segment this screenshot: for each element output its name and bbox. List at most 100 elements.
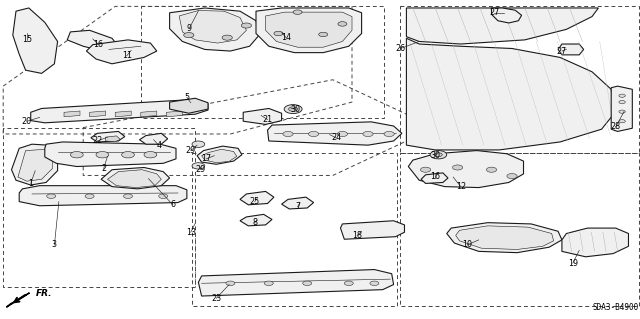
Polygon shape bbox=[115, 111, 131, 117]
Polygon shape bbox=[67, 30, 118, 51]
Text: 21: 21 bbox=[262, 115, 273, 124]
Polygon shape bbox=[45, 142, 176, 167]
Text: 16: 16 bbox=[93, 40, 103, 48]
Polygon shape bbox=[406, 38, 614, 150]
Circle shape bbox=[47, 194, 56, 198]
Circle shape bbox=[430, 151, 447, 159]
Polygon shape bbox=[140, 133, 168, 144]
Text: 16: 16 bbox=[430, 172, 440, 181]
Circle shape bbox=[370, 281, 379, 286]
Circle shape bbox=[274, 31, 283, 36]
Circle shape bbox=[619, 94, 625, 97]
Polygon shape bbox=[558, 44, 584, 55]
Text: 24: 24 bbox=[331, 133, 341, 142]
Circle shape bbox=[241, 23, 252, 28]
Circle shape bbox=[619, 100, 625, 104]
Text: 30: 30 bbox=[291, 105, 301, 114]
Polygon shape bbox=[91, 131, 125, 142]
Text: 20: 20 bbox=[22, 117, 32, 126]
Text: 19: 19 bbox=[568, 259, 578, 268]
Text: 12: 12 bbox=[456, 182, 466, 191]
Text: 25: 25 bbox=[250, 197, 260, 206]
Text: 6: 6 bbox=[170, 200, 175, 209]
Circle shape bbox=[344, 281, 353, 286]
Polygon shape bbox=[179, 11, 246, 43]
Circle shape bbox=[384, 131, 394, 137]
Circle shape bbox=[192, 141, 205, 147]
Text: 26: 26 bbox=[396, 44, 406, 53]
Text: 5: 5 bbox=[184, 93, 189, 102]
Circle shape bbox=[70, 152, 83, 158]
Circle shape bbox=[96, 152, 109, 158]
Text: SDA3-B4900: SDA3-B4900 bbox=[593, 303, 639, 312]
Polygon shape bbox=[101, 167, 170, 189]
Text: 8: 8 bbox=[252, 218, 257, 227]
Circle shape bbox=[264, 281, 273, 286]
Circle shape bbox=[338, 22, 347, 26]
Polygon shape bbox=[406, 8, 598, 44]
Circle shape bbox=[124, 194, 132, 198]
Text: 7: 7 bbox=[295, 202, 300, 211]
Polygon shape bbox=[90, 111, 106, 117]
Polygon shape bbox=[13, 8, 58, 73]
Circle shape bbox=[319, 32, 328, 37]
Circle shape bbox=[226, 281, 235, 286]
Polygon shape bbox=[12, 144, 58, 185]
Circle shape bbox=[222, 35, 232, 40]
Circle shape bbox=[303, 281, 312, 286]
Text: 17: 17 bbox=[201, 154, 211, 163]
Circle shape bbox=[122, 152, 134, 158]
Text: 29: 29 bbox=[186, 146, 196, 155]
Text: 22: 22 bbox=[92, 137, 102, 145]
Circle shape bbox=[293, 10, 302, 14]
Polygon shape bbox=[611, 86, 632, 131]
Polygon shape bbox=[197, 146, 242, 164]
Text: 30: 30 bbox=[430, 151, 440, 160]
Text: 9: 9 bbox=[187, 24, 192, 33]
Circle shape bbox=[192, 163, 205, 169]
Polygon shape bbox=[492, 8, 522, 23]
Circle shape bbox=[85, 194, 94, 198]
Polygon shape bbox=[456, 226, 554, 249]
Polygon shape bbox=[141, 111, 157, 117]
Polygon shape bbox=[108, 170, 161, 188]
Polygon shape bbox=[447, 223, 562, 253]
Text: 23: 23 bbox=[211, 294, 221, 303]
Text: 27: 27 bbox=[557, 47, 567, 56]
Polygon shape bbox=[18, 149, 52, 181]
Polygon shape bbox=[198, 270, 394, 296]
Circle shape bbox=[184, 33, 194, 38]
Text: 11: 11 bbox=[122, 51, 132, 60]
Polygon shape bbox=[243, 108, 282, 124]
Circle shape bbox=[486, 167, 497, 172]
Circle shape bbox=[420, 167, 431, 172]
Circle shape bbox=[159, 194, 168, 198]
Polygon shape bbox=[64, 111, 80, 117]
Circle shape bbox=[452, 165, 463, 170]
Text: 14: 14 bbox=[281, 33, 291, 42]
Polygon shape bbox=[282, 197, 314, 209]
Circle shape bbox=[289, 107, 298, 111]
Circle shape bbox=[284, 105, 302, 114]
Polygon shape bbox=[240, 191, 274, 205]
Circle shape bbox=[619, 110, 625, 113]
Polygon shape bbox=[202, 149, 237, 163]
Circle shape bbox=[144, 152, 157, 158]
Polygon shape bbox=[240, 214, 272, 226]
Text: 10: 10 bbox=[462, 241, 472, 249]
Polygon shape bbox=[340, 221, 404, 239]
Polygon shape bbox=[170, 98, 208, 113]
Circle shape bbox=[435, 153, 442, 157]
Polygon shape bbox=[421, 173, 448, 183]
Polygon shape bbox=[106, 136, 120, 142]
Polygon shape bbox=[408, 151, 524, 188]
Text: 13: 13 bbox=[186, 228, 196, 237]
Circle shape bbox=[363, 131, 373, 137]
Circle shape bbox=[283, 131, 293, 137]
Text: FR.: FR. bbox=[36, 289, 52, 298]
Text: 29: 29 bbox=[196, 165, 206, 174]
Text: 28: 28 bbox=[611, 122, 621, 131]
Circle shape bbox=[308, 131, 319, 137]
Text: 4: 4 bbox=[156, 141, 161, 150]
Polygon shape bbox=[31, 100, 208, 123]
